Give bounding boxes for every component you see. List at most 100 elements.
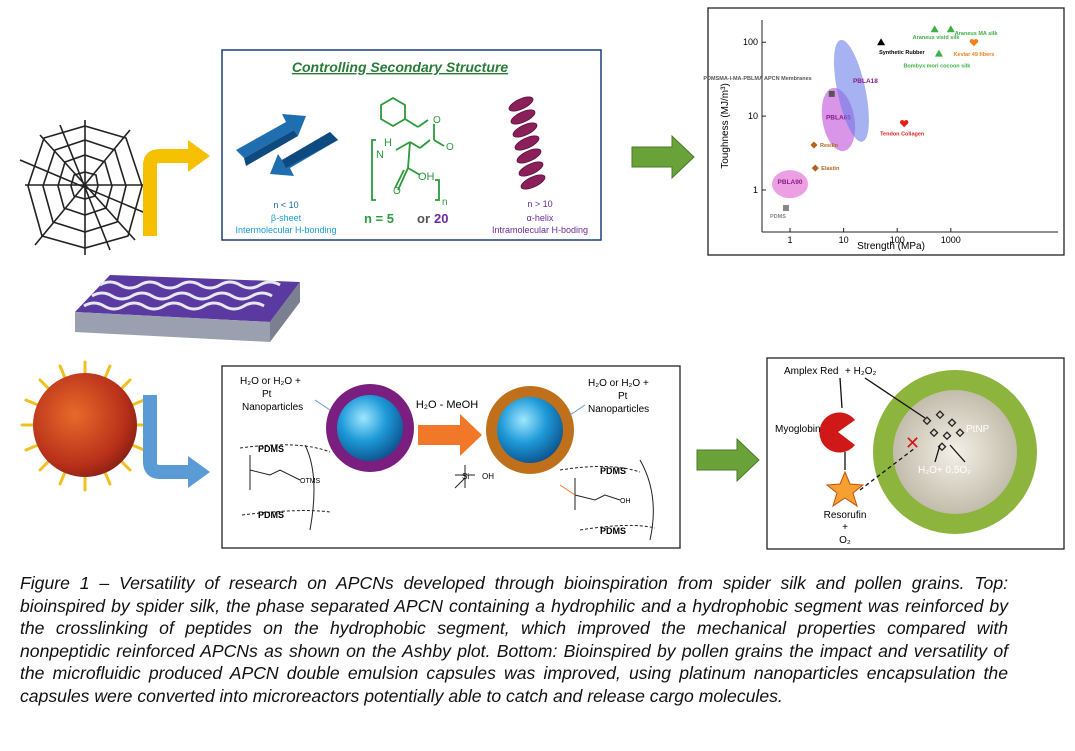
pointer [314, 399, 331, 411]
arrow [631, 134, 695, 180]
chem-o: O [433, 115, 441, 126]
capsule-label: H₂O or H₂O + [240, 376, 301, 387]
resorufin-star [825, 470, 865, 508]
ptnp-label: PtNP [966, 424, 990, 435]
pdms-label: PDMS [258, 444, 284, 454]
point-label: Tendon Collagen [880, 131, 925, 137]
beta-desc: Intermolecular H-bonding [235, 225, 336, 235]
data-point [810, 141, 818, 149]
helix-n: n > 10 [527, 199, 552, 209]
oh-label: OH [482, 472, 494, 481]
inhibit-mark: ✕ [905, 433, 920, 453]
chem-sub: n [442, 197, 448, 208]
resorufin-label: Resorufin [824, 510, 867, 521]
n-value: n = 5 [364, 211, 394, 226]
point-label: PDMSMA-l-MA-PBLMA APCN Membranes [703, 76, 811, 82]
region-label: PBLA90 [778, 179, 803, 186]
pdms-label: PDMS [258, 510, 284, 520]
amplex-label: Amplex Red [784, 366, 838, 377]
data-point [899, 120, 909, 128]
otms-label: OTMS [300, 478, 321, 485]
oh-label: OH [620, 498, 631, 505]
y-tick-label: 10 [748, 111, 758, 121]
plus-label: + [842, 522, 848, 533]
capsule-core [497, 397, 563, 463]
alpha-helix [508, 96, 546, 190]
si-label: Si [462, 472, 469, 481]
data-point [969, 39, 979, 47]
arrow-head [188, 140, 210, 172]
apcn-slab [75, 275, 300, 342]
panel-frame [221, 49, 602, 241]
point-label: PDMS [770, 214, 786, 220]
n-value: 20 [434, 211, 448, 226]
beta-name: β-sheet [271, 213, 302, 223]
arrow-label: H₂O - MeOH [416, 399, 478, 411]
panel-frame [221, 365, 681, 549]
chem-o: O [393, 186, 401, 197]
pdms-label: PDMS [600, 466, 626, 476]
point-label: Synthetic Rubber [879, 50, 925, 56]
x-tick-label: 1 [788, 235, 793, 245]
polymer-sketch [239, 444, 656, 541]
pointer [569, 404, 586, 416]
capsule-label: Nanoparticles [242, 402, 303, 413]
arrow-head [188, 456, 210, 488]
region [834, 39, 869, 142]
chem-structure [371, 96, 445, 201]
chem-oh: OH [418, 171, 435, 183]
point-label: Kevlar 49 fibers [953, 52, 994, 58]
capsule-label: Pt [262, 389, 272, 400]
data-point [930, 25, 939, 33]
pdms-label: PDMS [600, 526, 626, 536]
y-tick-label: 1 [753, 185, 758, 195]
point-label: Resilin [820, 143, 839, 149]
figure-caption: Figure 1 – Versatility of research on AP… [20, 573, 1008, 706]
panel-title: Controlling Secondary Structure [292, 59, 508, 75]
region [772, 170, 809, 199]
point-label: Araneus MA silk [955, 31, 999, 37]
pollen-grain [20, 360, 150, 492]
x-tick-label: 10 [839, 235, 849, 245]
y-tick-label: 100 [743, 37, 758, 47]
arrow [696, 437, 760, 483]
x-tick-label: 100 [890, 235, 905, 245]
chem-n: N [376, 149, 384, 161]
arrow [418, 414, 482, 456]
beta-sheet [236, 114, 338, 176]
arrow [143, 149, 190, 236]
x-axis-label: Strength (MPa) [857, 241, 925, 252]
data-point [811, 164, 819, 172]
y-axis-label: Toughness (MJ/m³) [720, 83, 731, 169]
products-label: H₂O+ 0.5O₂ [918, 465, 971, 476]
point-label: Bombyx mori cocoon silk [903, 64, 971, 70]
helix-name: α-helix [527, 213, 554, 223]
data-point [877, 38, 886, 46]
nanoparticles [922, 410, 965, 452]
o2-label: O₂ [839, 535, 851, 546]
chem-h: H [384, 137, 392, 149]
point-label: Elastin [821, 166, 840, 172]
plot-frame [707, 7, 1065, 256]
data-point [782, 205, 789, 212]
chem-o: O [446, 142, 454, 153]
data-point [828, 90, 835, 97]
capsule-core [337, 395, 403, 461]
h2o2-label: + H₂O₂ [845, 366, 877, 377]
helix-desc: Intramolecular H-boding [492, 225, 588, 235]
region-label: PBLA65 [826, 114, 851, 121]
capsule-label: H₂O or H₂O + [588, 378, 649, 389]
capsule-label: Nanoparticles [588, 404, 649, 415]
x-tick-label: 1000 [941, 235, 961, 245]
beta-n: n < 10 [273, 200, 298, 210]
myoglobin-label: Myoglobin [775, 424, 821, 435]
spider-web [19, 120, 151, 255]
reaction-arrows [839, 377, 966, 491]
capsule-label: Pt [618, 391, 628, 402]
region-label: PBLA18 [853, 78, 878, 85]
n-or: or [417, 211, 430, 226]
arrow [143, 395, 190, 479]
